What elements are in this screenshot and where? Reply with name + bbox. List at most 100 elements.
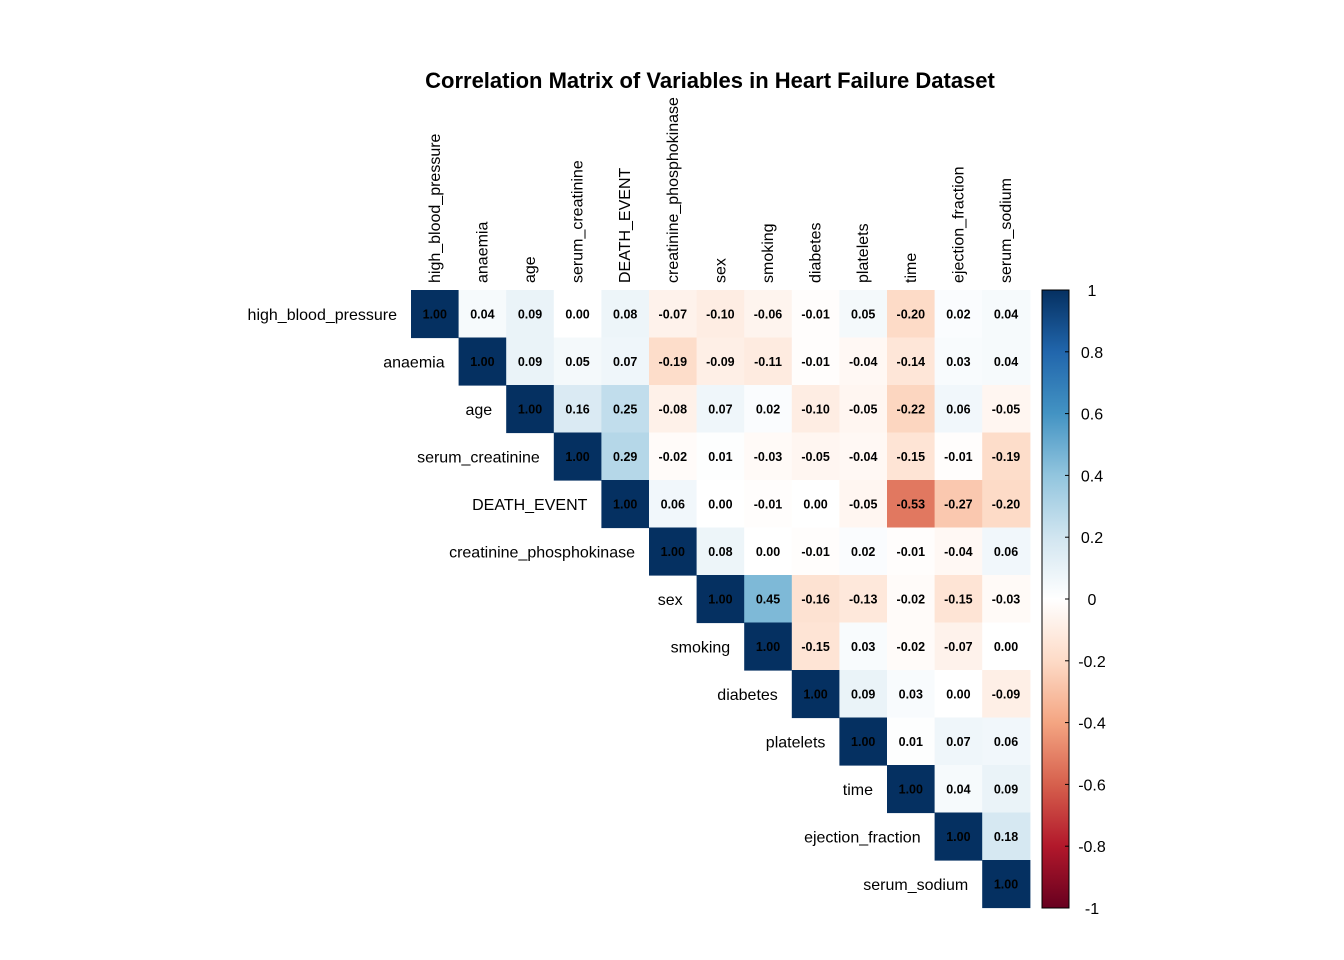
cell-value-label: 1.00: [756, 640, 780, 654]
cell-value-label: -0.05: [992, 402, 1021, 416]
heatmap-cell: [934, 432, 983, 481]
cell-value-label: 0.01: [708, 450, 732, 464]
cell-value-label: -0.20: [897, 307, 926, 321]
heatmap-cell: [744, 527, 793, 576]
heatmap-cell: [458, 290, 507, 339]
heatmap-cell: [791, 337, 840, 386]
cell-value-label: 0.02: [851, 545, 875, 559]
heatmap-cell: [696, 385, 745, 434]
heatmap-cell: [887, 385, 936, 434]
column-label: diabetes: [808, 223, 825, 284]
heatmap-cell: [696, 432, 745, 481]
row-label: diabetes: [717, 687, 778, 704]
heatmap-cell: [982, 575, 1031, 624]
heatmap-cell: [553, 385, 602, 434]
row-label: smoking: [671, 639, 731, 656]
cell-value-label: 0.07: [613, 355, 637, 369]
heatmap-cell: [934, 337, 983, 386]
heatmap-cell: [887, 575, 936, 624]
row-label: creatinine_phosphokinase: [449, 544, 635, 561]
legend-tick-label: 1: [1088, 283, 1097, 300]
heatmap-cell: [744, 337, 793, 386]
row-label: anaemia: [383, 354, 444, 371]
cell-value-label: 0.02: [756, 402, 780, 416]
cell-value-label: 0.01: [899, 735, 923, 749]
heatmap-cell: [982, 480, 1031, 529]
legend-tick-label: 0.8: [1081, 345, 1103, 362]
cell-value-label: -0.14: [897, 355, 926, 369]
row-label: DEATH_EVENT: [472, 497, 588, 514]
cell-value-label: -0.02: [897, 592, 926, 606]
column-label: serum_creatinine: [570, 160, 587, 283]
legend-tick-label: 0.2: [1081, 530, 1103, 547]
heatmap-cell: [934, 622, 983, 671]
heatmap-cells: 1.00 0.04 0.09 0.00 0.08 -0.07 -0.10 -0.06 -0.01…: [411, 290, 1031, 909]
heatmap-cell: [649, 432, 698, 481]
column-labels: high_blood_pressure anaemia age serum_creat…: [427, 97, 1015, 283]
legend-tick-label: 0.4: [1081, 468, 1103, 485]
heatmap-cell: [982, 337, 1031, 386]
row-label: serum_creatinine: [417, 449, 540, 466]
column-label: creatinine_phosphokinase: [665, 97, 682, 283]
heatmap-cell: [839, 432, 888, 481]
column-label: ejection_fraction: [950, 166, 967, 283]
cell-value-label: 0.06: [946, 402, 970, 416]
heatmap-cell: [649, 337, 698, 386]
heatmap-cell: [839, 337, 888, 386]
cell-value-label: -0.05: [849, 497, 878, 511]
cell-value-label: 1.00: [899, 782, 923, 796]
heatmap-cell: [553, 337, 602, 386]
heatmap-cell: [982, 527, 1031, 576]
cell-value-label: 0.00: [756, 545, 780, 559]
heatmap-cell: [506, 337, 555, 386]
cell-value-label: 0.03: [946, 355, 970, 369]
cell-value-label: -0.01: [944, 450, 973, 464]
heatmap-cell: [839, 575, 888, 624]
cell-value-label: 0.45: [756, 592, 780, 606]
column-label: DEATH_EVENT: [617, 167, 634, 283]
heatmap-cell: [887, 337, 936, 386]
heatmap-cell: [982, 290, 1031, 339]
cell-value-label: 0.16: [565, 402, 589, 416]
heatmap-cell: [982, 432, 1031, 481]
heatmap-cell: [601, 385, 650, 434]
cell-value-label: -0.19: [992, 450, 1021, 464]
legend-tick-label: -0.6: [1078, 777, 1106, 794]
heatmap-cell: [934, 575, 983, 624]
heatmap-cell: [982, 717, 1031, 766]
heatmap-cell: [601, 480, 650, 529]
heatmap-cell: [791, 290, 840, 339]
cell-value-label: -0.01: [801, 307, 830, 321]
heatmap-cell: [791, 670, 840, 719]
heatmap-cell: [934, 480, 983, 529]
cell-value-label: 1.00: [613, 497, 637, 511]
column-label: serum_sodium: [998, 178, 1015, 283]
row-label: platelets: [766, 734, 826, 751]
cell-value-label: -0.27: [944, 497, 973, 511]
heatmap-cell: [601, 290, 650, 339]
cell-value-label: -0.01: [897, 545, 926, 559]
cell-value-label: -0.07: [659, 307, 688, 321]
cell-value-label: -0.53: [897, 497, 926, 511]
heatmap-cell: [934, 670, 983, 719]
cell-value-label: 0.06: [994, 545, 1018, 559]
heatmap-cell: [839, 670, 888, 719]
cell-value-label: 0.07: [708, 402, 732, 416]
heatmap-cell: [744, 432, 793, 481]
cell-value-label: -0.15: [944, 592, 973, 606]
row-label: ejection_fraction: [804, 829, 921, 846]
cell-value-label: 0.05: [565, 355, 589, 369]
column-label: age: [522, 256, 539, 283]
cell-value-label: 0.00: [708, 497, 732, 511]
cell-value-label: 1.00: [470, 355, 494, 369]
cell-value-label: 1.00: [565, 450, 589, 464]
heatmap-cell: [696, 480, 745, 529]
heatmap-cell: [744, 622, 793, 671]
cell-value-label: 0.18: [994, 830, 1018, 844]
heatmap-cell: [601, 337, 650, 386]
heatmap-cell: [839, 527, 888, 576]
cell-value-label: 1.00: [423, 307, 447, 321]
heatmap-cell: [934, 717, 983, 766]
column-label: sex: [712, 258, 729, 283]
legend-tick-label: 0: [1088, 592, 1097, 609]
